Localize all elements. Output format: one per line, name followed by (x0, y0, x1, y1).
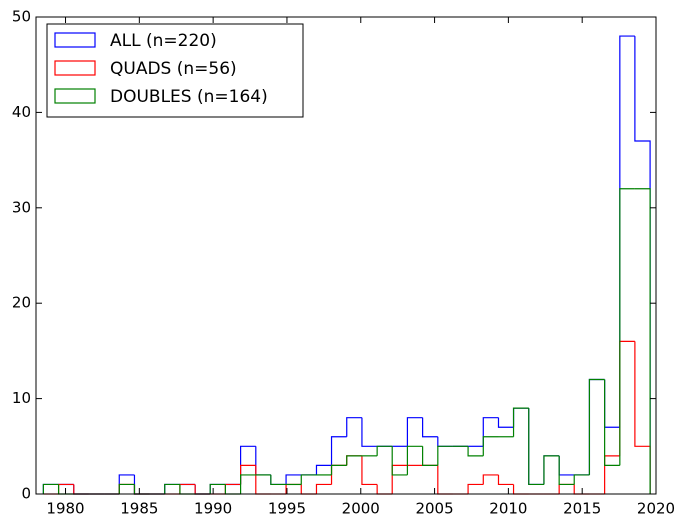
histogram-step (330, 436, 347, 466)
histogram-step (482, 436, 499, 456)
histogram-step (376, 445, 393, 456)
y-tick-label: 50 (12, 8, 31, 26)
histogram-step (240, 474, 256, 494)
legend: ALL (n=220) QUADS (n=56) DOUBLES (n=164) (46, 23, 304, 118)
x-tick-label: 2010 (489, 500, 527, 518)
histogram-step (118, 483, 135, 494)
histogram-step (422, 417, 438, 438)
x-tick-label: 2000 (342, 500, 380, 518)
legend-frame (46, 23, 304, 118)
axes-frame (35, 16, 657, 495)
histogram-step (588, 378, 605, 475)
y-tick-label: 10 (12, 389, 31, 407)
histogram-step (437, 445, 453, 466)
x-tick-label: 1980 (46, 500, 84, 518)
y-tick-label: 0 (21, 485, 31, 503)
legend-label: ALL (n=220) (110, 31, 217, 51)
histogram-step (346, 417, 362, 437)
legend-swatch (54, 60, 96, 76)
histogram-step (497, 417, 514, 428)
histogram-step (285, 474, 302, 485)
histogram-step (497, 474, 514, 486)
histogram-step (270, 474, 287, 486)
histogram-step (422, 446, 438, 466)
x-tick-label: 1985 (120, 500, 158, 518)
histogram-step (406, 417, 423, 447)
histogram-step (543, 455, 560, 485)
histogram-step (619, 188, 635, 466)
histogram-step (42, 483, 59, 494)
x-tick-label: 2015 (563, 500, 601, 518)
x-tick-label: 2020 (637, 500, 675, 518)
legend-swatch (54, 88, 96, 104)
legend-label: DOUBLES (n=164) (110, 87, 268, 107)
x-tick-label: 1995 (268, 500, 306, 518)
x-tick-label: 1990 (194, 500, 232, 518)
y-tick-label: 20 (12, 294, 31, 312)
histogram-step (361, 455, 378, 486)
legend-label: QUADS (n=56) (110, 59, 237, 79)
histogram-step (528, 408, 544, 486)
histogram-step (467, 446, 484, 457)
x-tick-label: 2005 (415, 500, 453, 518)
histogram-step (315, 464, 332, 475)
histogram-step (604, 379, 620, 466)
histogram-step (406, 445, 423, 475)
histogram-step (164, 483, 180, 494)
histogram-step (391, 446, 408, 476)
histogram-step (482, 474, 499, 485)
histogram-step (300, 474, 317, 485)
histogram-step (512, 407, 529, 437)
histogram-step (467, 483, 484, 494)
histogram-step (573, 474, 590, 485)
histogram-step (634, 188, 651, 494)
histogram-step (330, 464, 347, 475)
y-tick-label: 30 (12, 198, 31, 216)
histogram-step (315, 483, 332, 494)
y-tick-label: 40 (12, 103, 31, 121)
histogram-step (346, 455, 362, 466)
histogram-step (361, 417, 378, 447)
legend-swatch (54, 32, 96, 48)
histogram-step (209, 483, 226, 494)
histogram-step (558, 455, 575, 486)
